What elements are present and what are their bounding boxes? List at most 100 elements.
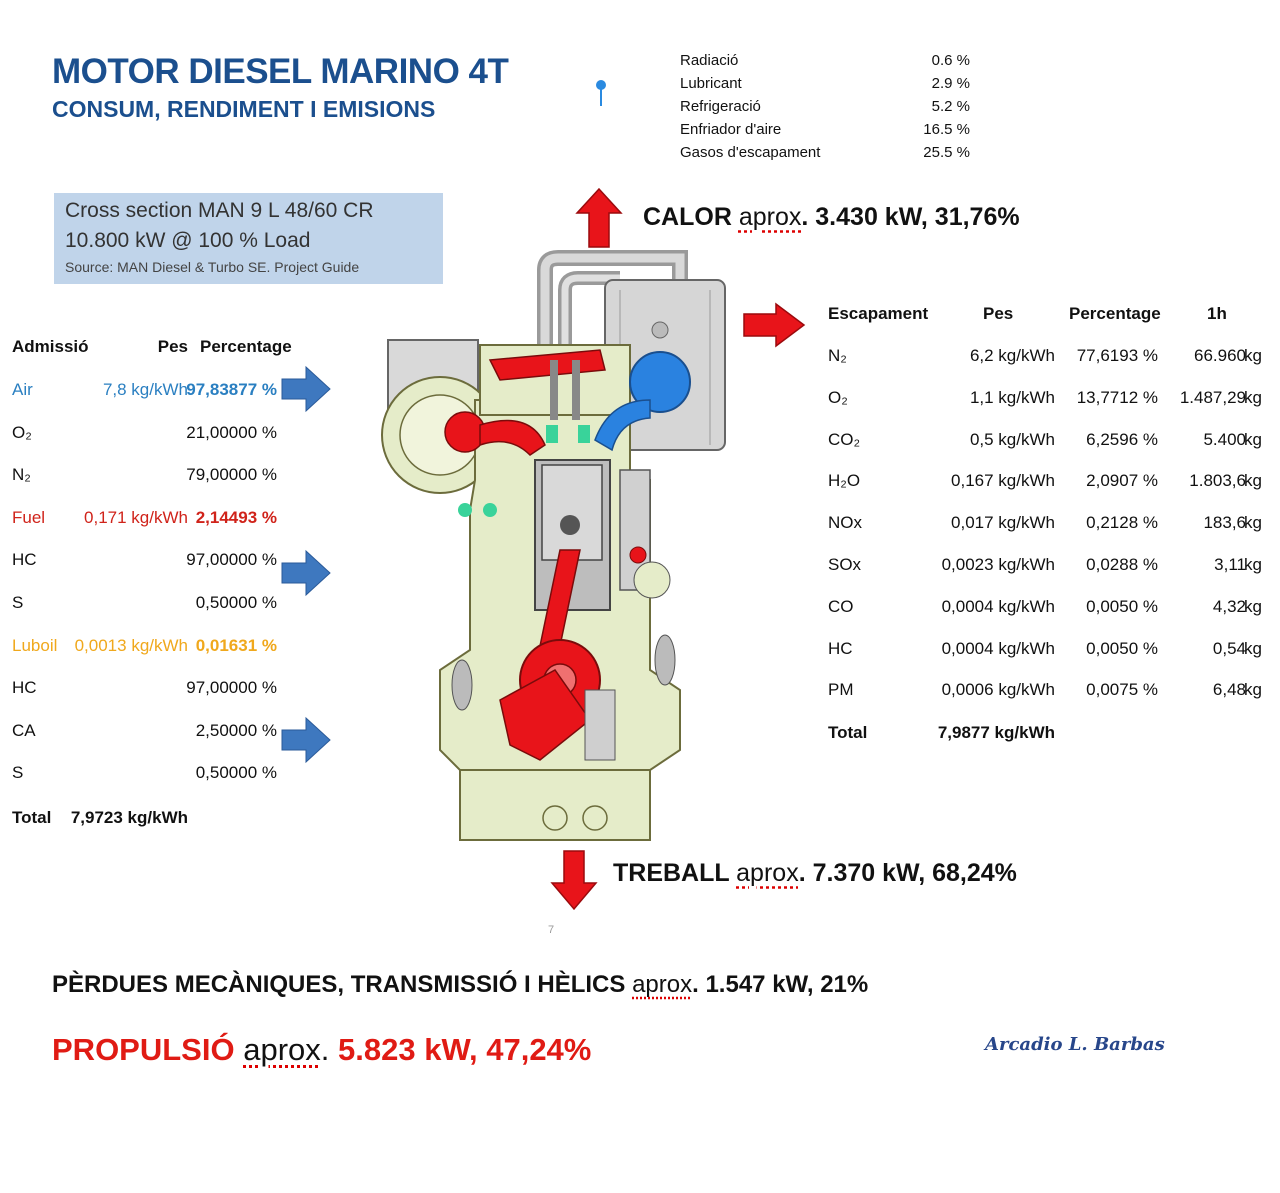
escapament-unit: kg [1244,471,1262,491]
cross-section-load: 10.800 kW @ 100 % Load [65,229,311,252]
perdues-value: . 1.547 kW, 21% [692,971,869,998]
heat-value: 2.9 % [931,75,970,92]
escapament-unit: kg [1244,429,1262,449]
admissio-header: Admissió [12,337,89,356]
page-number: 7 [548,924,555,936]
admissio-percentage: 2,14493 % [195,507,277,527]
admissio-percentage: 0,01631 % [195,635,277,655]
admissio-component: O₂ [12,422,32,442]
escapament-component: CO₂ [828,429,861,449]
calor-arrow-icon [575,187,623,248]
escapament-total-value: 7,9877 kg/kWh [937,723,1055,742]
admissio-component: N₂ [12,465,31,485]
heat-value: 16.5 % [923,121,970,138]
admissio-header: Percentage [200,337,292,356]
propulsio-dot: . [320,1032,330,1067]
escapament-hourly: 4,32 [1212,596,1246,616]
heat-breakdown-row: Radiació 0.6 % [680,52,970,75]
admissio-component: S [12,593,24,612]
admissio-component: Fuel [12,507,46,527]
heat-label: Lubricant [680,75,742,92]
escapament-header: Percentage [1069,304,1161,323]
calor-value: . 3.430 kW, 31,76% [801,203,1020,231]
cross-section-title: Cross section MAN 9 L 48/60 CR [65,199,374,222]
page-subtitle: CONSUM, RENDIMENT I EMISIONS [52,96,436,122]
heat-breakdown-row: Lubricant 2.9 % [680,75,970,98]
heat-breakdown-row: Refrigeració 5.2 % [680,98,970,121]
calor-word: CALOR [643,203,732,231]
engine-cross-section-illustration [381,250,726,841]
intake-arrow-air-icon [281,365,331,413]
admissio-total-value: 7,9723 kg/kWh [70,808,188,827]
calor-statement: CALOR aprox. 3.430 kW, 31,76% [643,203,1020,232]
escapament-component: SOx [828,555,862,574]
escapament-pes: 0,0004 kg/kWh [941,638,1055,658]
admissio-component: CA [12,720,36,740]
escapament-percentage: 2,0907 % [1086,471,1158,491]
escapament-unit: kg [1244,596,1262,616]
escapament-component: O₂ [828,387,848,407]
admissio-component: Air [12,380,33,399]
perdues-word: PÈRDUES MECÀNIQUES, TRANSMISSIÓ I HÈLICS [52,971,626,998]
treball-statement: TREBALL aprox. 7.370 kW, 68,24% [613,859,1017,888]
escapament-component: H₂O [828,471,861,491]
intake-arrow-luboil-icon [281,716,331,764]
treball-arrow-icon [550,850,598,911]
admissio-component: S [12,763,24,783]
escapament-pes: 1,1 kg/kWh [969,387,1055,407]
treball-approx: aprox [736,859,799,887]
escapament-pes: 0,0023 kg/kWh [941,555,1055,574]
propulsio-word: PROPULSIÓ [52,1032,235,1067]
cross-section-source: Source: MAN Diesel & Turbo SE. Project G… [65,259,360,275]
admissio-pes: 0,0013 kg/kWh [74,635,188,655]
heat-label: Refrigeració [680,98,761,115]
exhaust-arrow-icon [743,302,806,348]
heat-label: Enfriador d'aire [680,121,782,138]
escapament-pes: 0,5 kg/kWh [969,429,1055,449]
escapament-percentage: 0,2128 % [1086,513,1158,533]
escapament-component: CO [828,596,854,616]
admissio-percentage: 79,00000 % [186,465,277,485]
escapament-unit: kg [1244,387,1262,407]
escapament-header: Escapament [828,304,929,323]
propulsio-approx: aprox [243,1032,321,1067]
heat-value: 25.5 % [923,144,970,161]
escapament-percentage: 0,0075 % [1086,680,1158,700]
treball-word: TREBALL [613,859,730,887]
admissio-component: HC [12,678,37,698]
admissio-percentage: 0,50000 % [195,593,277,612]
escapament-component: NOx [828,513,862,533]
escapament-unit: kg [1244,346,1262,365]
escapament-pes: 0,167 kg/kWh [951,471,1055,491]
perdues-statement: PÈRDUES MECÀNIQUES, TRANSMISSIÓ I HÈLICS… [52,971,868,999]
escapament-unit: kg [1244,680,1262,700]
escapament-pes: 6,2 kg/kWh [969,346,1055,365]
admissio-percentage: 97,00000 % [186,678,277,698]
heat-value: 5.2 % [931,98,970,115]
admissio-component: HC [12,550,37,570]
heat-breakdown-row: Enfriador d'aire 16.5 % [680,121,970,144]
admissio-pes: 0,171 kg/kWh [84,507,188,527]
escapament-unit: kg [1244,638,1262,658]
escapament-hourly: 183,6 [1203,513,1246,533]
admissio-percentage: 97,00000 % [186,550,277,570]
escapament-unit: kg [1244,555,1262,574]
escapament-component: PM [828,680,854,700]
admissio-percentage: 2,50000 % [195,720,277,740]
calor-approx: aprox [738,203,802,231]
admissio-total-label: Total [12,808,52,827]
admissio-percentage: 21,00000 % [186,422,277,442]
escapament-hourly: 6,48 [1212,680,1246,700]
propulsio-value: 5.823 kW, 47,24% [338,1032,592,1067]
escapament-hourly: 66.960 [1194,346,1246,365]
heat-breakdown-row: Gasos d'escapament 25.5 % [680,144,970,167]
admissio-percentage: 0,50000 % [195,763,277,783]
escapament-percentage: 0,0288 % [1086,555,1158,574]
escapament-header: 1h [1207,304,1227,323]
heat-label: Radiació [680,52,739,69]
escapament-hourly: 1.487,29 [1179,387,1246,407]
perdues-approx: aprox [632,971,693,998]
propulsio-statement: PROPULSIÓ aprox. 5.823 kW, 47,24% [52,1032,591,1068]
admissio-header: Pes [157,337,188,356]
escapament-unit: kg [1244,513,1262,533]
